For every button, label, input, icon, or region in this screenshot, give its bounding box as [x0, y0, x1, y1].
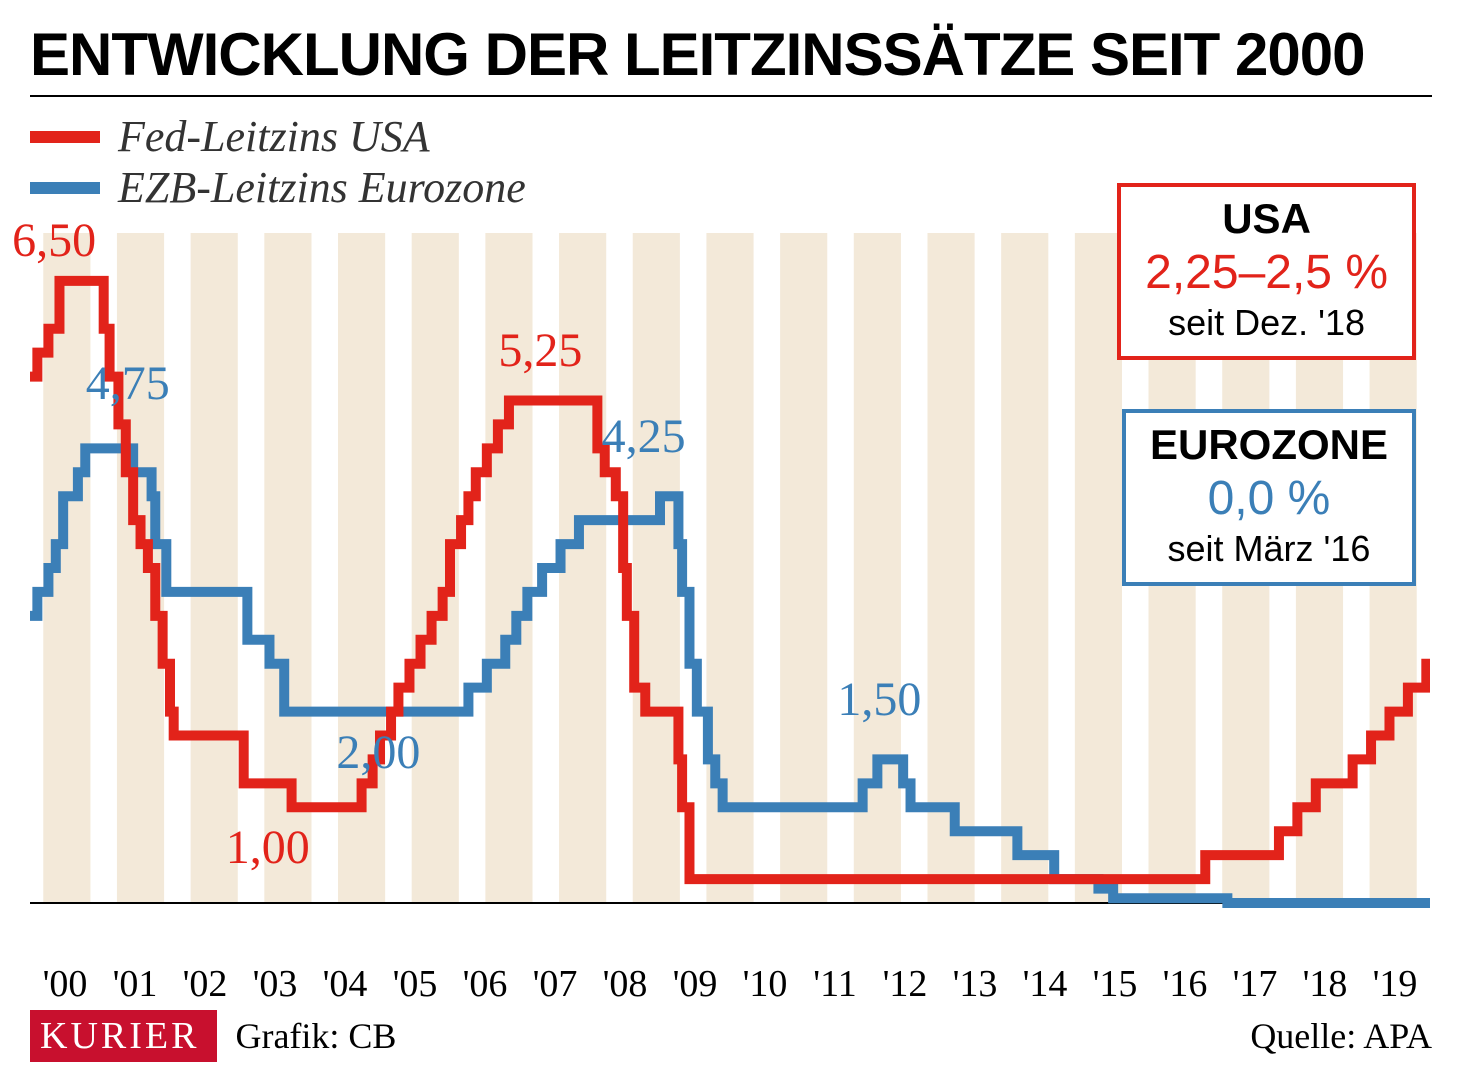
annotation-label: 4,75: [86, 356, 170, 411]
annotation-label: 4,25: [602, 409, 686, 464]
annotation-label: 2,00: [336, 725, 420, 780]
chart-title: ENTWICKLUNG DER LEITZINSSÄTZE SEIT 2000: [30, 20, 1432, 97]
x-tick-label: '14: [1010, 962, 1080, 1006]
x-tick-label: '12: [870, 962, 940, 1006]
chart-area: USA 2,25–2,5 % seit Dez. '18 EUROZONE 0,…: [30, 223, 1430, 943]
annotation-label: 5,25: [498, 323, 582, 378]
callout-euro-country: EUROZONE: [1150, 421, 1388, 469]
callout-euro: EUROZONE 0,0 % seit März '16: [1122, 409, 1416, 586]
footer-quelle: Quelle: APA: [1250, 1015, 1432, 1057]
footer: KURIER Grafik: CB Quelle: APA: [30, 1010, 1432, 1062]
legend-item-fed: Fed-Leitzins USA: [30, 111, 1432, 162]
x-tick-label: '02: [170, 962, 240, 1006]
legend-label-fed: Fed-Leitzins USA: [118, 111, 430, 162]
x-tick-label: '15: [1080, 962, 1150, 1006]
legend-swatch-ezb: [30, 182, 100, 194]
x-tick-label: '07: [520, 962, 590, 1006]
x-tick-label: '08: [590, 962, 660, 1006]
callout-euro-since: seit März '16: [1150, 528, 1388, 570]
callout-usa-country: USA: [1145, 195, 1388, 243]
x-tick-label: '19: [1360, 962, 1430, 1006]
x-tick-label: '18: [1290, 962, 1360, 1006]
x-tick-label: '04: [310, 962, 380, 1006]
brand-badge: KURIER: [30, 1010, 217, 1062]
x-tick-label: '01: [100, 962, 170, 1006]
annotation-label: 1,50: [837, 672, 921, 727]
footer-grafik: Grafik: CB: [235, 1015, 396, 1057]
callout-usa-since: seit Dez. '18: [1145, 302, 1388, 344]
legend-swatch-fed: [30, 131, 100, 143]
legend-label-ezb: EZB-Leitzins Eurozone: [118, 162, 526, 213]
x-tick-label: '00: [30, 962, 100, 1006]
x-tick-label: '13: [940, 962, 1010, 1006]
x-tick-label: '06: [450, 962, 520, 1006]
x-tick-label: '09: [660, 962, 730, 1006]
annotation-label: 1,00: [226, 820, 310, 875]
callout-usa-value: 2,25–2,5 %: [1145, 245, 1388, 300]
x-tick-label: '10: [730, 962, 800, 1006]
x-tick-label: '17: [1220, 962, 1290, 1006]
x-tick-label: '03: [240, 962, 310, 1006]
x-axis-labels: '00'01'02'03'04'05'06'07'08'09'10'11'12'…: [30, 962, 1430, 1006]
x-tick-label: '16: [1150, 962, 1220, 1006]
callout-euro-value: 0,0 %: [1150, 471, 1388, 526]
x-tick-label: '05: [380, 962, 450, 1006]
x-tick-label: '11: [800, 962, 870, 1006]
callout-usa: USA 2,25–2,5 % seit Dez. '18: [1117, 183, 1416, 360]
annotation-label: 6,50: [12, 213, 96, 268]
